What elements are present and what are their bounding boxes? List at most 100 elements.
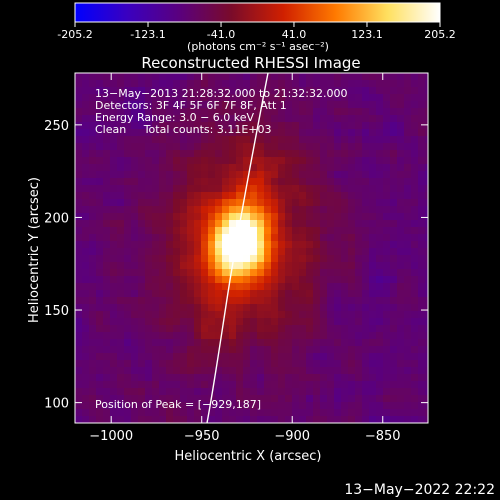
image-pixel (313, 108, 321, 116)
image-pixel (334, 164, 342, 172)
image-pixel (215, 136, 223, 144)
image-pixel (229, 241, 237, 249)
image-pixel (215, 94, 223, 102)
image-pixel (89, 143, 97, 151)
image-pixel (131, 108, 139, 116)
image-pixel (341, 318, 349, 326)
image-pixel (292, 178, 300, 186)
image-pixel (166, 199, 174, 207)
image-pixel (404, 192, 412, 200)
image-pixel (145, 388, 153, 396)
image-pixel (362, 374, 370, 382)
image-pixel (383, 192, 391, 200)
image-pixel (89, 304, 97, 312)
image-pixel (278, 255, 286, 263)
image-pixel (222, 360, 230, 368)
image-pixel (159, 220, 167, 228)
image-pixel (313, 73, 321, 81)
image-pixel (327, 157, 335, 165)
image-pixel (348, 129, 356, 137)
image-pixel (201, 276, 209, 284)
image-pixel (145, 101, 153, 109)
image-pixel (222, 234, 230, 242)
image-pixel (376, 311, 384, 319)
image-pixel (397, 360, 405, 368)
image-pixel (131, 234, 139, 242)
image-pixel (117, 353, 125, 361)
image-pixel (306, 94, 314, 102)
image-pixel (229, 129, 237, 137)
image-pixel (411, 178, 419, 186)
image-pixel (75, 297, 83, 305)
image-pixel (75, 325, 83, 333)
image-pixel (187, 227, 195, 235)
image-pixel (152, 101, 160, 109)
image-pixel (292, 129, 300, 137)
image-pixel (383, 171, 391, 179)
image-pixel (285, 290, 293, 298)
image-pixel (152, 192, 160, 200)
image-pixel (236, 339, 244, 347)
image-pixel (166, 388, 174, 396)
image-pixel (131, 388, 139, 396)
image-pixel (138, 178, 146, 186)
image-pixel (89, 402, 97, 410)
image-pixel (187, 388, 195, 396)
image-pixel (117, 164, 125, 172)
image-pixel (82, 227, 90, 235)
image-pixel (152, 402, 160, 410)
image-pixel (327, 241, 335, 249)
image-pixel (222, 276, 230, 284)
image-pixel (348, 262, 356, 270)
image-pixel (243, 206, 251, 214)
image-pixel (334, 388, 342, 396)
image-pixel (229, 234, 237, 242)
image-pixel (215, 73, 223, 81)
image-pixel (383, 178, 391, 186)
image-pixel (82, 129, 90, 137)
image-pixel (243, 136, 251, 144)
image-pixel (306, 199, 314, 207)
image-pixel (404, 262, 412, 270)
image-pixel (124, 409, 132, 417)
image-pixel (390, 157, 398, 165)
image-pixel (390, 325, 398, 333)
image-pixel (222, 325, 230, 333)
image-pixel (117, 101, 125, 109)
image-pixel (124, 381, 132, 389)
image-pixel (341, 199, 349, 207)
image-pixel (208, 311, 216, 319)
image-pixel (166, 234, 174, 242)
image-pixel (383, 206, 391, 214)
image-pixel (320, 143, 328, 151)
image-pixel (82, 248, 90, 256)
image-pixel (152, 381, 160, 389)
image-pixel (320, 206, 328, 214)
image-pixel (187, 290, 195, 298)
image-pixel (376, 241, 384, 249)
image-pixel (180, 136, 188, 144)
info-line-energy: Energy Range: 3.0 − 6.0 keV (95, 111, 255, 124)
image-pixel (271, 220, 279, 228)
image-pixel (397, 101, 405, 109)
image-pixel (376, 164, 384, 172)
image-pixel (180, 276, 188, 284)
image-pixel (229, 339, 237, 347)
image-pixel (348, 206, 356, 214)
image-pixel (75, 290, 83, 298)
image-pixel (348, 304, 356, 312)
image-pixel (257, 171, 265, 179)
image-pixel (404, 339, 412, 347)
image-pixel (306, 87, 314, 95)
image-pixel (187, 171, 195, 179)
image-pixel (89, 381, 97, 389)
image-pixel (341, 402, 349, 410)
image-pixel (299, 395, 307, 403)
image-pixel (82, 374, 90, 382)
image-pixel (341, 80, 349, 88)
image-pixel (334, 367, 342, 375)
image-pixel (425, 304, 428, 312)
image-pixel (271, 108, 279, 116)
image-pixel (250, 283, 258, 291)
image-pixel (327, 178, 335, 186)
